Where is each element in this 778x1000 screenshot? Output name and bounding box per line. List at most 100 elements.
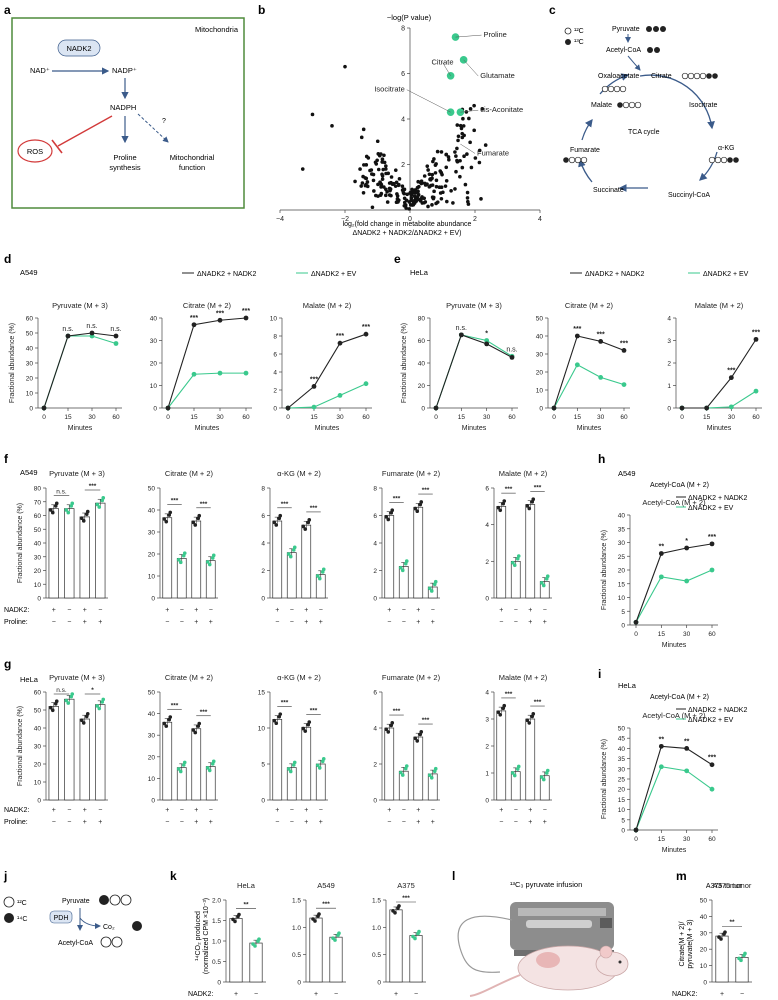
y-tick-label: 0	[151, 798, 155, 805]
x-tick-label: 60	[508, 414, 516, 421]
proline-value: +	[416, 619, 420, 626]
panel-g-header: g HeLa NADK2: Proline:	[4, 657, 39, 826]
proline-value: −	[67, 619, 71, 626]
metabolite-point	[411, 202, 416, 207]
proline-value: +	[98, 619, 102, 626]
label-leader	[460, 109, 479, 113]
y-tick-label: 60	[418, 338, 426, 345]
bar-chart: Pyruvate (M + 3) 0 10 20 30 40 50 60 Fractional …	[17, 673, 108, 826]
proline-row-label: Proline:	[4, 819, 28, 826]
chart-title: Malate (M + 2)	[695, 301, 744, 310]
replicate-point	[207, 768, 212, 773]
nadk2-label: NADK2	[66, 44, 91, 53]
y-tick-label: 8	[373, 486, 377, 493]
replicate-point	[427, 586, 432, 591]
replicate-point	[390, 508, 395, 513]
replicate-point	[101, 496, 106, 500]
y-tick-label: 8	[273, 334, 277, 341]
chart-title: Acetyl-CoA (M + 2)	[650, 482, 709, 489]
replicate-point	[525, 718, 530, 723]
replicate-point	[415, 739, 420, 743]
metabolite-point	[426, 204, 430, 209]
replicate-point	[397, 904, 401, 908]
ev-series-point	[728, 404, 734, 410]
replicate-point	[288, 554, 293, 559]
y-tick-label: 0	[621, 828, 625, 835]
replicate-point	[178, 769, 183, 774]
bar	[384, 727, 395, 801]
replicate-point	[286, 767, 291, 771]
replicate-point	[162, 721, 167, 726]
replicate-point	[301, 726, 306, 731]
ctrl-series-point	[285, 405, 291, 411]
legend-ctrl-label: ΔNADK2 + NADK2	[197, 271, 256, 278]
metabolite-point	[397, 177, 402, 181]
cell-line-label: A549	[618, 469, 636, 478]
significance-label: ***	[336, 333, 344, 340]
metabolite-point	[467, 116, 471, 121]
label-leader	[460, 143, 476, 154]
replicate-point	[253, 944, 257, 948]
replicate-point	[162, 517, 167, 521]
panel-k-charts: HeLa 0 0.5 1.0 1.5 2.0 ** + − A549 0 0.5 1.0 1.5 *** + −…	[212, 881, 426, 998]
panel-letter: k	[170, 869, 177, 883]
ctrl-series-point	[89, 330, 95, 336]
y-tick-label: 50	[34, 527, 42, 534]
y-tick-label: 20	[148, 754, 156, 761]
replicate-point	[176, 557, 181, 562]
nadk2-value: +	[416, 807, 420, 814]
akg-carbons	[708, 156, 739, 164]
x-axis-label: Minutes	[68, 425, 93, 432]
metabolite-point	[444, 178, 449, 183]
ctrl-series-point	[633, 827, 639, 833]
y-tick-label: 40	[148, 711, 156, 718]
nadk2-value: +	[387, 607, 391, 614]
x-axis-label: Minutes	[662, 642, 687, 649]
replicate-point	[510, 560, 515, 565]
oxaloacetate-carbons	[601, 85, 627, 93]
y-tick-label: 10	[148, 574, 156, 581]
malate-carbons	[617, 101, 642, 109]
metabolite-point	[430, 172, 435, 177]
significance-label: ***	[727, 368, 735, 375]
chart-title: Acetyl-CoA (M + 2)	[642, 711, 706, 720]
x-tick-label: 15	[658, 836, 666, 843]
y-tick-label: 0.5	[212, 959, 221, 966]
y-tick-label: 30	[26, 361, 34, 368]
replicate-point	[197, 721, 202, 726]
bar	[272, 520, 283, 599]
nadk2-value: −	[514, 807, 518, 814]
bar	[510, 560, 521, 599]
replicate-point	[433, 579, 438, 584]
metabolite-point	[361, 190, 366, 195]
replicate-point	[211, 759, 216, 764]
nadk2-value: −	[209, 807, 213, 814]
x-tick-label: 60	[620, 414, 628, 421]
metabolite-point	[423, 181, 427, 186]
nadk2-row-label: NADK2:	[4, 807, 29, 814]
metabolite-point	[422, 196, 426, 201]
metabolite-point	[343, 64, 347, 69]
ctrl-series-point	[709, 762, 715, 768]
replicate-point	[419, 500, 424, 504]
panel-f-charts: Pyruvate (M + 3)01020304050607080Fractio…	[17, 469, 552, 626]
y-tick-label: 4	[485, 522, 489, 529]
y-axis-label: Fractional abundance (%)	[601, 739, 608, 819]
bar-chart: Fumarate (M + 2) 0 2 4 6 8 *** *** + − + − − − + +	[373, 469, 440, 626]
chart-title: Pyruvate (M + 3)	[446, 301, 502, 310]
nadk2-value: −	[319, 607, 323, 614]
ctrl-series-point	[113, 333, 119, 339]
inhibition-bar	[51, 139, 63, 154]
metabolite-point	[387, 186, 392, 191]
panel-i-header: i HeLa Acetyl-CoA (M + 2) ΔNADK2 + NADK2…	[598, 667, 747, 724]
y-tick-label: 80	[418, 316, 426, 323]
nadk2-value: +	[52, 607, 56, 614]
proline-value: +	[416, 819, 420, 826]
y-tick-label: 5	[621, 817, 625, 824]
y-axis-label: Fractional abundance (%)	[9, 323, 16, 403]
metabolite-point	[409, 196, 414, 200]
metabolite-point	[439, 150, 444, 154]
y-tick-label: 0.5	[292, 952, 301, 959]
x-tick-label: 60	[708, 836, 716, 843]
ctrl-series-line	[682, 339, 757, 409]
